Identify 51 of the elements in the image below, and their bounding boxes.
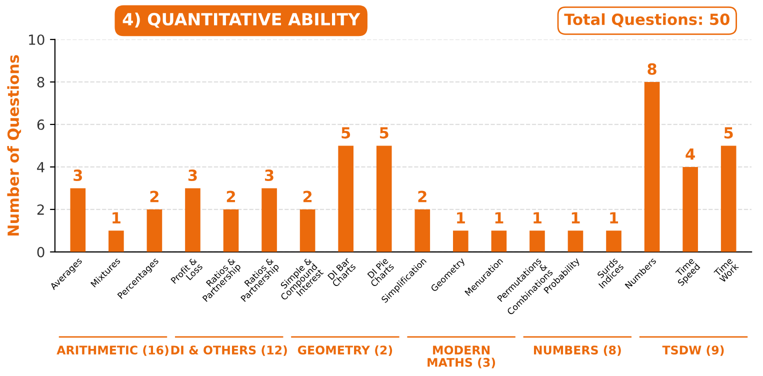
text: DI & OTHERS (12) xyxy=(171,345,287,356)
y-tick-label: 6 xyxy=(37,119,44,130)
data-label: 1 xyxy=(572,212,580,224)
y-tick-label: 8 xyxy=(37,76,44,88)
text: MODERN MATHS (3) xyxy=(428,346,496,368)
bar xyxy=(146,209,162,252)
data-label: 5 xyxy=(380,127,388,139)
bar xyxy=(338,146,354,252)
data-label: 5 xyxy=(342,127,350,139)
text: TSDW (9) xyxy=(662,345,724,356)
bar xyxy=(223,209,239,252)
data-label: 1 xyxy=(112,212,120,224)
bar xyxy=(300,209,316,252)
y-axis-title: Number of Questions xyxy=(7,55,22,236)
bar xyxy=(644,82,660,252)
bar xyxy=(376,146,392,252)
chart-subtitle: Total Questions: 50 xyxy=(564,13,730,28)
data-label: 2 xyxy=(150,190,158,202)
data-label: 2 xyxy=(226,190,235,202)
data-label: 1 xyxy=(610,212,618,224)
bar xyxy=(530,230,545,252)
bar xyxy=(262,188,277,252)
data-label: 4 xyxy=(686,148,695,160)
bar xyxy=(682,166,698,252)
text: ARITHMETIC (16) xyxy=(56,345,168,356)
text: GEOMETRY (2) xyxy=(298,345,392,356)
y-tick-label: 2 xyxy=(37,204,44,215)
data-label: 1 xyxy=(457,212,465,224)
bar xyxy=(70,188,86,252)
data-label: 2 xyxy=(303,190,312,202)
data-label: 3 xyxy=(74,170,82,182)
bar xyxy=(453,230,468,252)
data-label: 1 xyxy=(534,212,542,224)
bar xyxy=(185,188,200,252)
data-label: 1 xyxy=(495,212,504,224)
data-label: 2 xyxy=(418,190,426,202)
chart-title: 4) QUANTITATIVE ABILITY xyxy=(122,12,360,28)
data-label: 3 xyxy=(188,170,197,182)
bar xyxy=(491,230,507,252)
bar xyxy=(108,230,124,252)
text: NUMBERS (8) xyxy=(534,345,621,356)
bar xyxy=(414,209,430,252)
data-label: 3 xyxy=(264,170,274,182)
bar xyxy=(568,230,584,252)
bar xyxy=(606,230,622,252)
y-tick-label: 0 xyxy=(37,246,44,258)
y-tick-label: 4 xyxy=(37,162,44,172)
bar xyxy=(720,146,736,252)
data-label: 8 xyxy=(648,63,656,75)
data-label: 5 xyxy=(724,127,733,139)
y-tick-label: 10 xyxy=(29,34,44,45)
